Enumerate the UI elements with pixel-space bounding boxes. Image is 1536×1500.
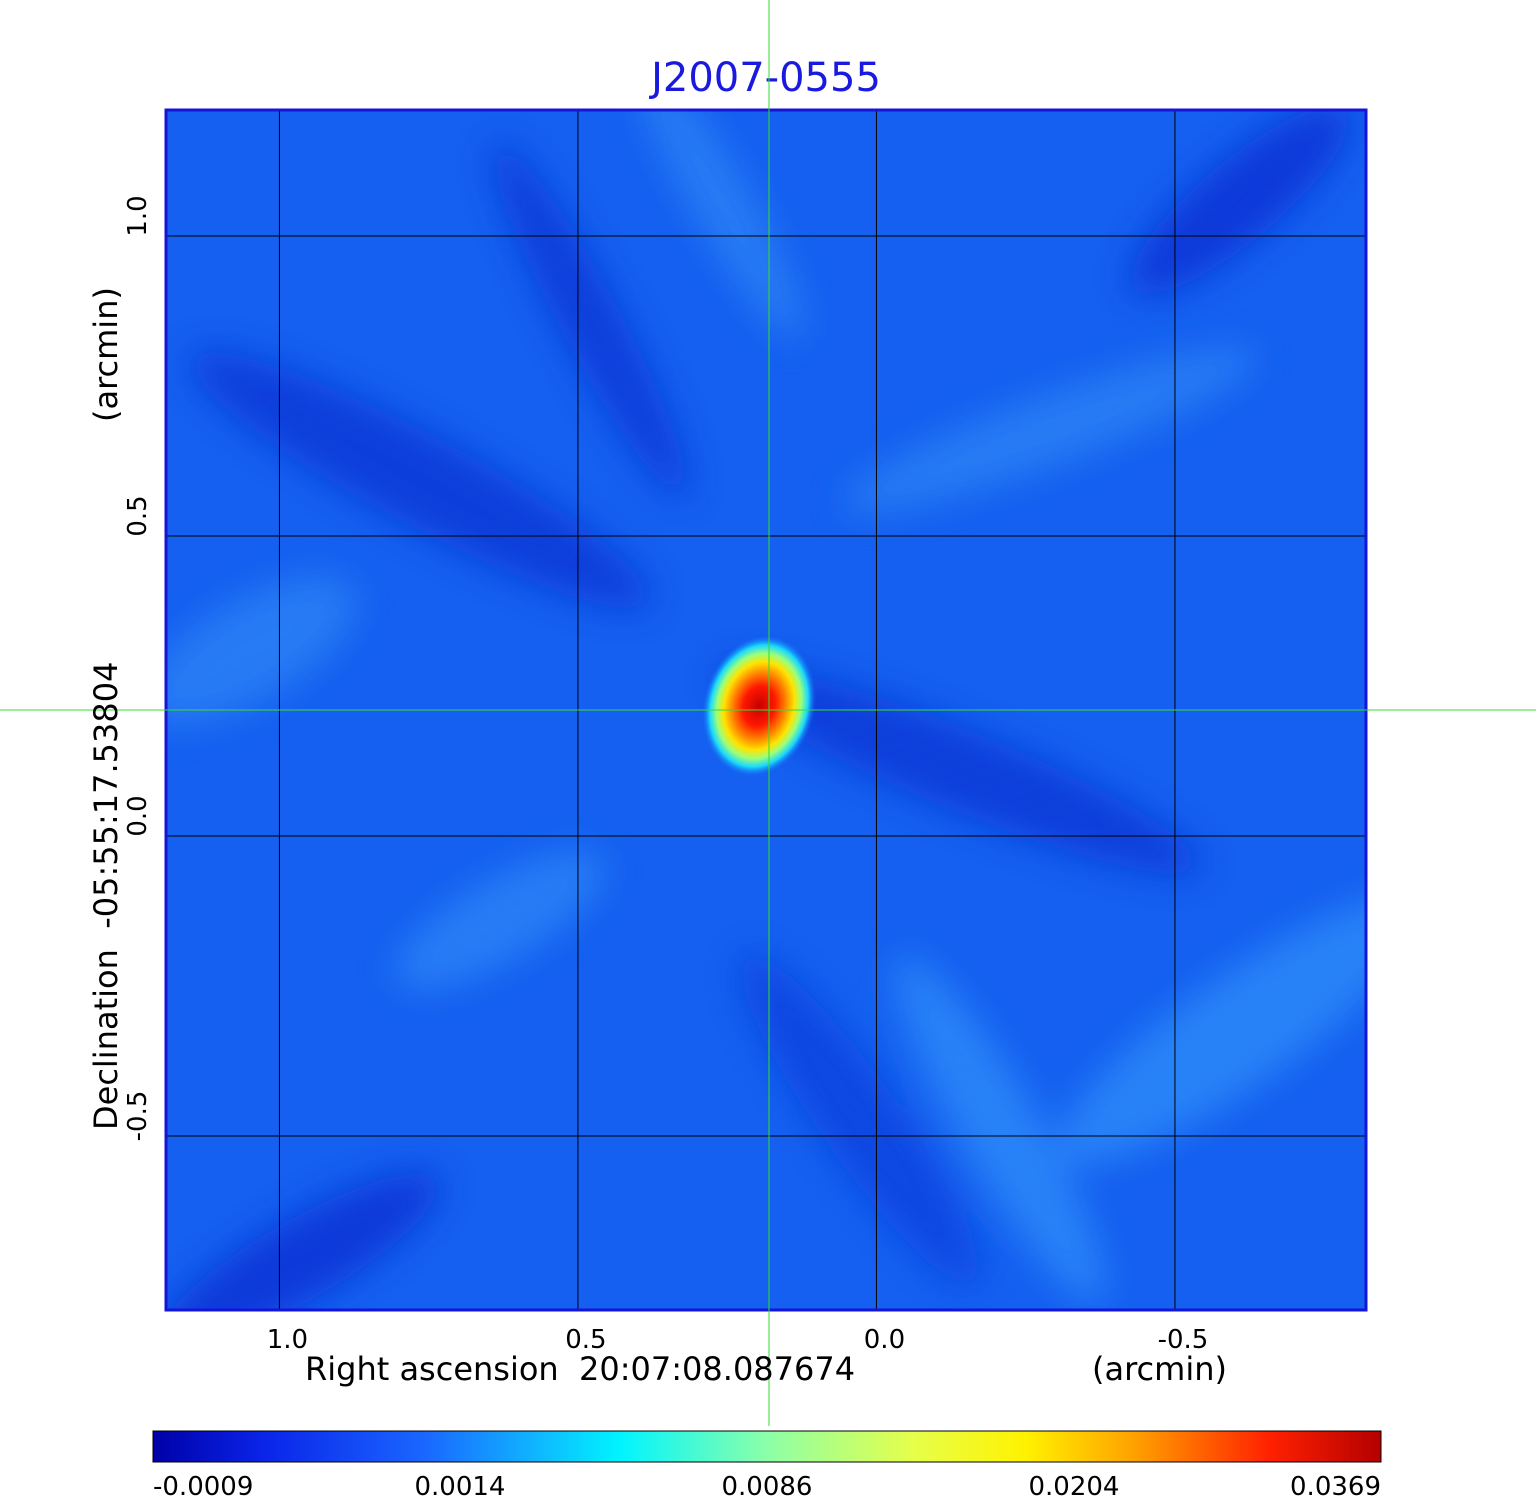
- x-axis-label: Right ascension 20:07:08.087674: [305, 1350, 855, 1388]
- y-tick-label: 0.5: [123, 495, 153, 536]
- y-tick-label: 0.0: [123, 795, 153, 836]
- y-axis-label: Declination -05:55:17.53804: [87, 662, 125, 1130]
- y-axis-unit: (arcmin): [87, 287, 125, 422]
- y-tick-label: -0.5: [123, 1091, 153, 1142]
- x-tick-labels: 1.0 0.5 0.0 -0.5: [267, 1325, 1209, 1355]
- x-tick-label: 1.0: [267, 1325, 308, 1355]
- colorbar-tick-label: 0.0204: [1029, 1472, 1120, 1500]
- colorbar-tick-label: 0.0014: [415, 1472, 506, 1500]
- x-tick-label: 0.5: [565, 1325, 606, 1355]
- image-field: [166, 110, 1366, 1310]
- colorbar-tick-label: 0.0086: [722, 1472, 813, 1500]
- x-tick-label: 0.0: [864, 1325, 905, 1355]
- colorbar: -0.0009 0.0014 0.0086 0.0204 0.0369: [152, 1430, 1382, 1500]
- crosshair: [0, 0, 1536, 1426]
- colorbar-tick-label: 0.0369: [1290, 1472, 1381, 1500]
- x-axis-unit: (arcmin): [1092, 1350, 1227, 1388]
- colorbar-tick-labels: -0.0009 0.0014 0.0086 0.0204 0.0369: [153, 1472, 1381, 1500]
- x-tick-label: -0.5: [1158, 1325, 1209, 1355]
- colorbar-tick-label: -0.0009: [153, 1472, 253, 1500]
- colorbar-scale: [152, 1430, 1382, 1463]
- chart-title: J2007-0555: [648, 55, 881, 101]
- y-tick-labels: 1.0 0.5 0.0 -0.5: [123, 195, 153, 1141]
- y-tick-label: 1.0: [123, 195, 153, 236]
- source-blob: [701, 634, 817, 778]
